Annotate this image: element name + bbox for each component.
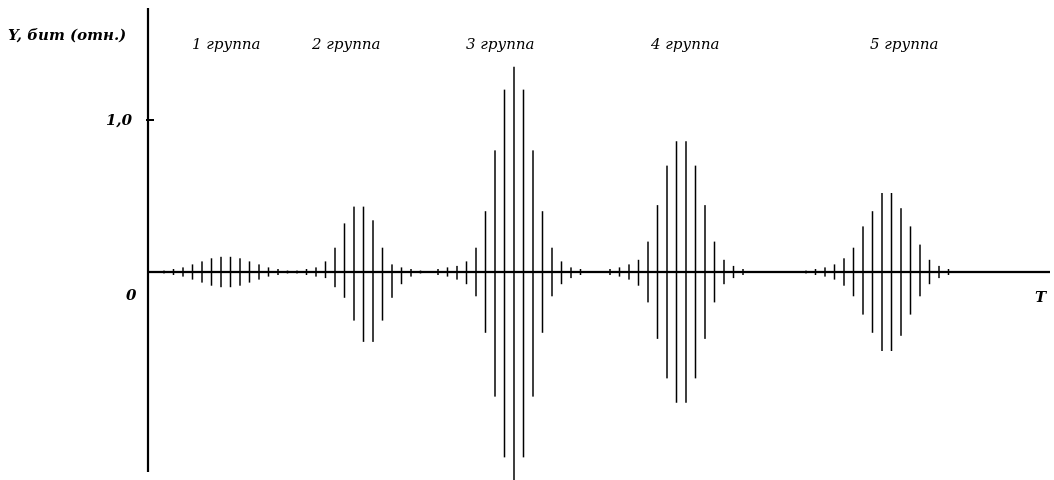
y-axis-label: Y, бит (отн.)	[8, 26, 126, 44]
y-tick-label-0: 0	[126, 286, 137, 304]
group-label-4: 4 группа	[650, 35, 719, 53]
y-tick-label-1: 1,0	[106, 111, 133, 129]
x-axis-label: T	[1035, 288, 1048, 306]
group-label-3: 3 группа	[466, 35, 534, 53]
group-label-1: 1 группа	[192, 35, 260, 53]
group-label-2: 2 группа	[311, 35, 380, 53]
bars	[163, 66, 950, 480]
group-label-5: 5 группа	[870, 35, 938, 53]
